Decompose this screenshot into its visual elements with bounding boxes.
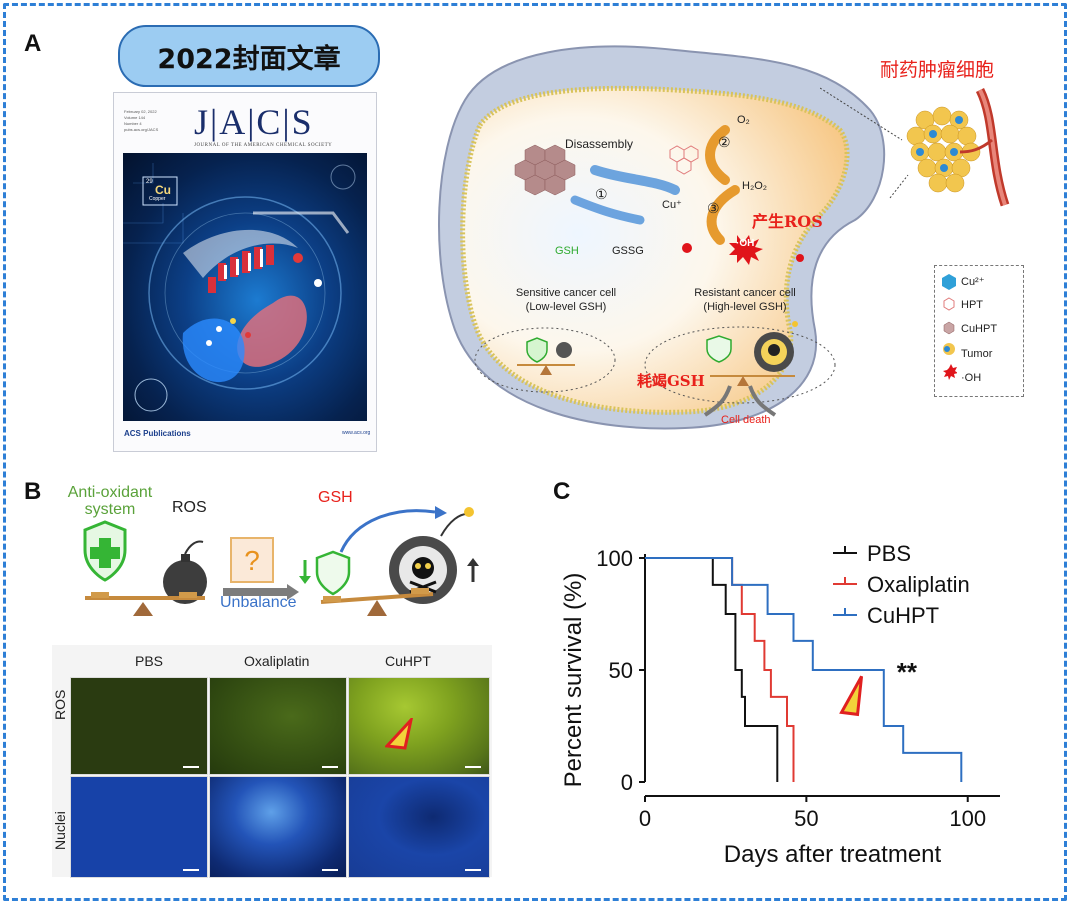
- resistant-cell-line2: (High-level GSH): [703, 301, 787, 313]
- step-3-label: ③: [707, 200, 720, 216]
- image-nuclei-oxaliplatin: [209, 776, 347, 878]
- step-1-label: ①: [595, 186, 608, 202]
- image-nuclei-pbs: [70, 776, 208, 878]
- antioxidant-line1: Anti-oxidant: [67, 484, 153, 501]
- o2-label: O₂: [737, 114, 750, 126]
- x-axis-title: Days after treatment: [724, 841, 942, 868]
- b-gsh-label: GSH: [318, 489, 353, 506]
- series-line-cuhpt: [645, 557, 963, 782]
- y-axis-title: Percent survival (%): [560, 573, 587, 788]
- svg-text:?: ?: [244, 545, 260, 576]
- legend-oh: ·OH: [961, 372, 982, 384]
- col-label-pbs: PBS: [135, 653, 164, 669]
- legend-cuhpt: CuHPT: [961, 323, 998, 335]
- element-symbol: Cu: [155, 183, 171, 197]
- series-line-oxaliplatin: [645, 557, 795, 782]
- scale-bar: [183, 766, 199, 768]
- cover-artwork: 29 Cu Copper: [123, 153, 367, 421]
- legend-label-cuhpt: CuHPT: [867, 603, 939, 628]
- scale-bar: [183, 869, 199, 871]
- significance-annotation: **: [897, 657, 918, 687]
- col-label-cuhpt: CuHPT: [385, 653, 431, 669]
- schematic-legend: Cu²⁺ HPT CuHPT Tumor ·OH: [934, 265, 1024, 397]
- unbalance-label: Unbalance: [220, 594, 297, 611]
- ros-label: ROS: [172, 499, 207, 516]
- resistant-cell-line1: Resistant cancer cell: [694, 287, 796, 299]
- arrowhead-marker-icon: [385, 718, 413, 750]
- gssg-label: GSSG: [612, 245, 644, 257]
- ros-cn-label: 产生ROS: [752, 212, 823, 231]
- x-tick-label: 0: [639, 806, 651, 831]
- legend-hpt: HPT: [961, 299, 983, 311]
- series-line-pbs: [645, 557, 779, 782]
- h2o2-label: H₂O₂: [742, 180, 768, 192]
- row-label-nuclei: Nuclei: [52, 811, 68, 850]
- step-2-label: ②: [718, 134, 731, 150]
- publisher-url: www.acs.org: [342, 430, 371, 436]
- resistant-cell-label: Resistant cancer cell (High-level GSH): [680, 286, 810, 314]
- legend-label-pbs: PBS: [867, 541, 911, 566]
- balance-schematic: ?: [83, 506, 479, 616]
- y-tick-label: 100: [596, 546, 633, 571]
- sensitive-cell-label: Sensitive cancer cell (Low-level GSH): [506, 286, 626, 314]
- col-label-oxaliplatin: Oxaliplatin: [244, 653, 310, 669]
- antioxidant-line2: system: [84, 501, 136, 518]
- y-tick-label: 50: [609, 658, 633, 683]
- gsh-label: GSH: [555, 245, 579, 257]
- y-tick-label: 0: [621, 770, 633, 795]
- gsh-depletion-cn-label: 耗竭GSH: [637, 372, 705, 390]
- sensitive-cell-line1: Sensitive cancer cell: [515, 287, 617, 299]
- arrowhead-marker-icon: [839, 675, 864, 717]
- tumor-cell-schematic: [437, 45, 886, 430]
- figure-frame: [3, 3, 1067, 901]
- cell-death-label: Cell death: [721, 414, 771, 426]
- resistant-tumor-title: 耐药肿瘤细胞: [880, 59, 995, 81]
- journal-title: J|A|C|S: [194, 102, 314, 142]
- element-number: 29: [146, 179, 153, 185]
- row-label-ros: ROS: [52, 689, 68, 720]
- disassembly-label: Disassembly: [565, 137, 634, 151]
- image-ros-pbs: [70, 677, 208, 775]
- publisher-logo: ACS Publications: [124, 429, 191, 438]
- panel-b-letter: B: [24, 478, 42, 505]
- scale-bar: [322, 766, 338, 768]
- scale-bar: [465, 869, 481, 871]
- scale-bar: [322, 869, 338, 871]
- panel-c-letter: C: [553, 478, 571, 505]
- tumor-cluster-illustration: [820, 87, 1010, 207]
- x-tick-label: 50: [794, 806, 818, 831]
- image-nuclei-cuhpt: [348, 776, 490, 878]
- oh-radical-label: ·OH: [736, 238, 755, 249]
- cover-issue-info: February 02, 2022 Volume 144 Number 4 pubs.…: [124, 109, 159, 132]
- x-tick-label: 100: [949, 806, 986, 831]
- legend-tumor: Tumor: [961, 348, 993, 360]
- sensitive-cell-line2: (Low-level GSH): [525, 301, 607, 313]
- cover-banner: 2022封面文章: [118, 25, 380, 87]
- panel-a-letter: A: [24, 30, 42, 57]
- antioxidant-label: Anti-oxidant system: [55, 484, 165, 518]
- cu-label: Cu⁺: [662, 199, 682, 211]
- image-ros-oxaliplatin: [209, 677, 347, 775]
- legend-cu2: Cu²⁺: [961, 276, 985, 288]
- scale-bar: [465, 766, 481, 768]
- journal-cover: February 02, 2022 Volume 144 Number 4 pubs.…: [113, 92, 377, 452]
- survival-chart: 0 50 100 0 50 100 Days after treatment Percent …: [560, 541, 1000, 868]
- legend-label-oxaliplatin: Oxaliplatin: [867, 572, 970, 597]
- image-ros-cuhpt: [348, 677, 490, 775]
- journal-full-name: JOURNAL OF THE AMERICAN CHEMICAL SOCIETY: [194, 143, 333, 148]
- element-name: Copper: [149, 196, 166, 202]
